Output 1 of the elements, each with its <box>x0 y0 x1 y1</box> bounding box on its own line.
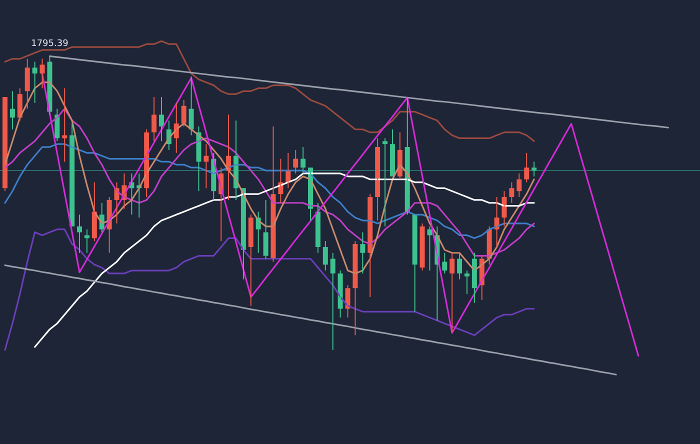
text: 1795.39 <box>31 38 69 49</box>
